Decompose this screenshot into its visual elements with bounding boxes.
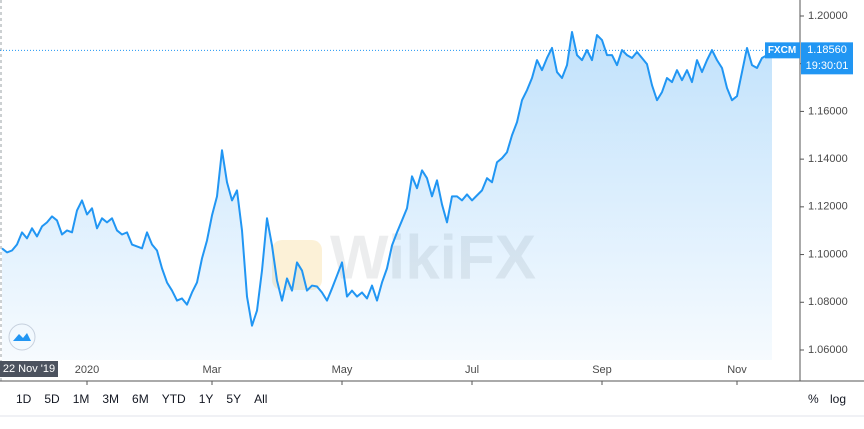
range-button[interactable]: 1Y	[199, 392, 214, 406]
series-label-box	[765, 42, 800, 59]
x-tick-label: 2020	[75, 364, 99, 376]
price-label: 1.18560	[807, 44, 847, 56]
y-tick-label: 1.12000	[808, 201, 848, 213]
y-tick-label: 1.16000	[808, 105, 848, 117]
range-button[interactable]: 5D	[44, 392, 60, 406]
y-tick-label: 1.14000	[808, 153, 848, 165]
y-tick-label: 1.06000	[808, 344, 848, 356]
range-button[interactable]: 1M	[73, 392, 90, 406]
price-label-box	[801, 42, 853, 75]
x-tick-label: Sep	[592, 364, 612, 376]
countdown: 19:30:01	[806, 60, 849, 72]
range-button[interactable]: 1D	[16, 392, 32, 406]
range-button[interactable]: 6M	[132, 392, 149, 406]
y-tick-label: 1.10000	[808, 248, 848, 260]
area	[2, 31, 772, 361]
range-button[interactable]: All	[254, 392, 267, 406]
scale-button[interactable]: log	[830, 392, 846, 406]
x-tick-label: Nov	[727, 364, 747, 376]
range-button[interactable]: 5Y	[226, 392, 241, 406]
range-button[interactable]: 3M	[102, 392, 119, 406]
x-tick-label: May	[332, 364, 353, 376]
crosshair-date-box	[0, 361, 58, 377]
crosshair-date: 22 Nov '19	[3, 363, 55, 375]
y-tick-label: 1.20000	[808, 10, 848, 22]
x-tick-label: Jul	[465, 364, 479, 376]
scale-button[interactable]: %	[808, 392, 819, 406]
range-button[interactable]: YTD	[162, 392, 186, 406]
y-tick-label: 1.08000	[808, 296, 848, 308]
line	[1, 30, 773, 327]
series-label: FXCM	[768, 45, 796, 56]
x-tick-label: Mar	[203, 364, 222, 376]
